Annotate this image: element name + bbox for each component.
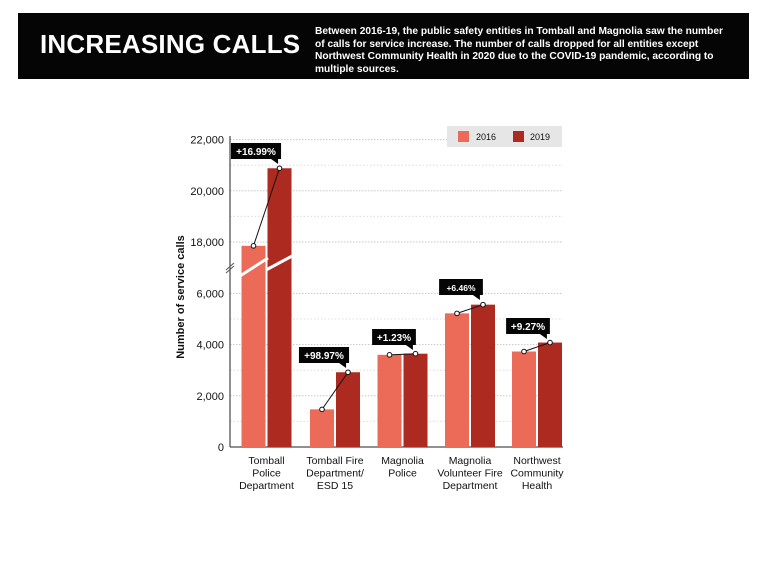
bar-2016 (512, 351, 536, 447)
change-label: +6.46% (446, 283, 476, 293)
change-label-pointer (271, 159, 279, 164)
x-tick-label: Health (522, 480, 553, 492)
legend-box (447, 126, 562, 147)
change-connector (321, 371, 349, 410)
change-label-pointer (339, 363, 347, 368)
bar-2016 (377, 354, 402, 447)
change-point (412, 350, 419, 357)
change-label-pointer (472, 295, 480, 300)
x-tick-label: Volunteer Fire (437, 468, 503, 480)
x-tick-label: Magnolia (381, 455, 424, 467)
y-tick-label: 2,000 (196, 391, 224, 403)
x-tick-label: ESD 15 (317, 480, 353, 492)
change-point (521, 348, 527, 355)
x-tick-label: Tomball (248, 455, 284, 467)
change-label-pointer (539, 334, 547, 339)
change-label: +98.97% (304, 351, 344, 362)
change-point (454, 310, 460, 317)
bar-2016 (445, 313, 469, 447)
x-tick-label: Department (443, 480, 498, 492)
change-label: +1.23% (377, 333, 411, 344)
change-point (345, 369, 351, 376)
x-tick-label: Police (388, 468, 417, 480)
axis-break-mark (225, 265, 235, 274)
bar-2016 (241, 245, 266, 447)
bar-2016 (310, 409, 334, 447)
bar-2019 (336, 372, 360, 447)
change-label: +9.27% (511, 322, 545, 333)
change-point (547, 339, 553, 346)
change-label-box (439, 279, 483, 295)
change-point (480, 301, 486, 308)
page-title: INCREASING CALLS (40, 29, 301, 59)
bar-break-stripe (265, 253, 295, 272)
y-tick-label: 18,000 (190, 237, 224, 249)
header-banner: INCREASING CALLS Between 2016-19, the pu… (18, 13, 749, 79)
y-tick-label: 0 (218, 442, 224, 454)
change-label-box (298, 347, 350, 363)
change-connector (456, 304, 484, 314)
change-label-box (372, 329, 416, 345)
legend-label-2019: 2019 (530, 132, 550, 142)
change-point (276, 165, 283, 172)
y-tick-label: 6,000 (196, 288, 224, 300)
x-tick-label: Northwest (513, 455, 560, 467)
bar-2019 (471, 304, 495, 447)
change-label: +16.99% (236, 147, 276, 158)
bar-2019 (538, 342, 562, 447)
change-label-box (506, 318, 550, 334)
change-point (319, 406, 325, 413)
change-point (386, 352, 393, 358)
x-tick-label: Department (239, 480, 294, 492)
legend-swatch-2016 (458, 131, 469, 142)
x-tick-label: Department/ (306, 468, 364, 480)
x-tick-label: Magnolia (449, 455, 492, 467)
change-connector (389, 353, 416, 356)
y-tick-label: 20,000 (190, 186, 224, 198)
bar-2019 (267, 168, 292, 447)
x-tick-label: Community (510, 468, 564, 480)
x-tick-label: Police (252, 468, 281, 480)
axis-break-mark (225, 262, 235, 271)
legend-label-2016: 2016 (476, 132, 496, 142)
change-connector (523, 342, 551, 352)
legend-swatch-2019 (513, 131, 524, 142)
change-label-box (230, 143, 282, 159)
bar-2019 (403, 353, 428, 447)
change-label-pointer (405, 345, 413, 350)
change-connector (253, 168, 280, 246)
x-tick-label: Tomball Fire (306, 455, 363, 467)
bar-break-stripe (239, 256, 269, 278)
page-description: Between 2016-19, the public safety entit… (315, 26, 723, 75)
y-tick-label: 4,000 (196, 340, 224, 352)
y-axis-label: Number of service calls (175, 235, 187, 359)
change-point (250, 243, 257, 249)
y-tick-label: 22,000 (190, 135, 224, 147)
